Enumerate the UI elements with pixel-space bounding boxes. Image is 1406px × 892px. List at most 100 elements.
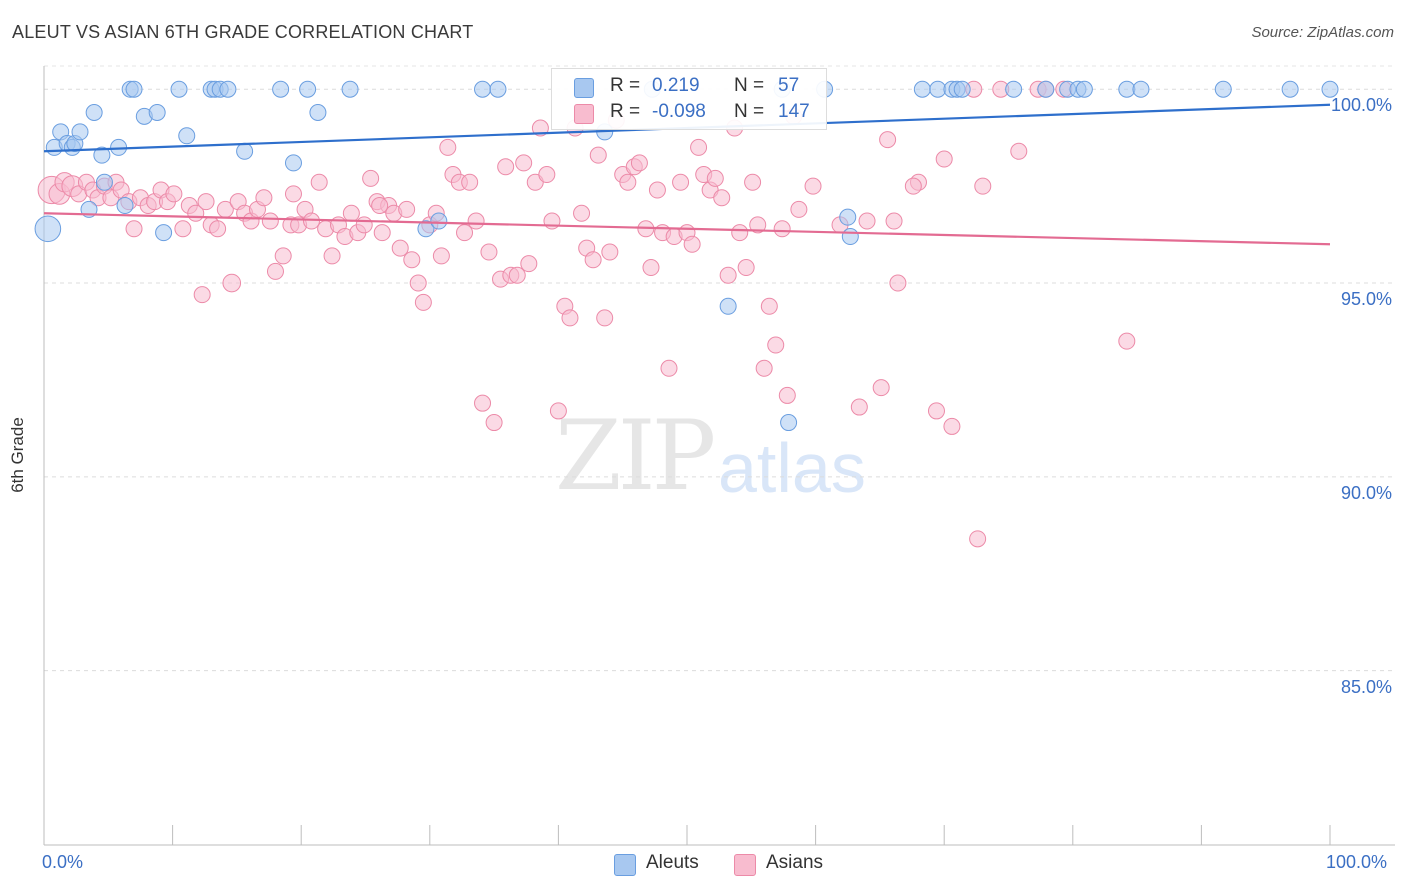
aleuts-point bbox=[284, 154, 302, 172]
asians-point bbox=[174, 220, 192, 238]
asians-point bbox=[731, 224, 749, 242]
asians-point bbox=[266, 262, 284, 280]
asians-point bbox=[850, 398, 868, 416]
asians-point bbox=[619, 173, 637, 191]
aleuts-point bbox=[341, 80, 359, 98]
legend-n-label: N = bbox=[734, 101, 765, 122]
asians-point bbox=[432, 247, 450, 265]
asians-point bbox=[648, 181, 666, 199]
asians-point bbox=[927, 402, 945, 420]
asians-point bbox=[885, 212, 903, 230]
aleuts-point bbox=[219, 80, 237, 98]
asians-point bbox=[596, 309, 614, 327]
x-tick-label-max: 100.0% bbox=[1326, 852, 1388, 872]
aleuts-point bbox=[1005, 80, 1023, 98]
asians-point bbox=[660, 359, 678, 377]
asians-point bbox=[515, 154, 533, 172]
aleuts-point bbox=[1321, 80, 1339, 98]
legend-swatch-aleuts bbox=[574, 78, 594, 98]
aleuts-point bbox=[34, 215, 62, 243]
aleuts-point bbox=[1037, 80, 1055, 98]
aleuts-point bbox=[125, 80, 143, 98]
asians-point bbox=[719, 266, 737, 284]
legend-r-value: -0.098 bbox=[652, 101, 706, 122]
asians-point bbox=[1010, 142, 1028, 160]
asians-point bbox=[222, 273, 242, 293]
asians-point bbox=[879, 131, 897, 149]
asians-point bbox=[969, 530, 987, 548]
asians-point bbox=[520, 255, 538, 273]
asians-point bbox=[125, 220, 143, 238]
asians-point bbox=[804, 177, 822, 195]
asians-point bbox=[549, 402, 567, 420]
asians-point bbox=[773, 220, 791, 238]
aleuts-point bbox=[85, 104, 103, 122]
aleuts-point bbox=[71, 123, 89, 141]
asians-point bbox=[193, 286, 211, 304]
asians-point bbox=[642, 259, 660, 277]
asians-point bbox=[480, 243, 498, 261]
asians-point bbox=[744, 173, 762, 191]
aleuts-point bbox=[299, 80, 317, 98]
asians-point bbox=[760, 297, 778, 315]
asians-point bbox=[409, 274, 427, 292]
asians-point bbox=[1118, 332, 1136, 350]
asians-point bbox=[461, 173, 479, 191]
asians-point bbox=[974, 177, 992, 195]
aleuts-point bbox=[839, 208, 857, 226]
bottom-legend-swatch-asians bbox=[734, 854, 756, 876]
aleuts-point bbox=[178, 127, 196, 145]
asians-point bbox=[755, 359, 773, 377]
aleuts-point bbox=[1075, 80, 1093, 98]
aleuts-point bbox=[116, 197, 134, 215]
asians-point bbox=[165, 185, 183, 203]
aleuts-point bbox=[474, 80, 492, 98]
aleuts-point bbox=[430, 212, 448, 230]
aleuts-point bbox=[1118, 80, 1136, 98]
aleuts-point bbox=[236, 142, 254, 160]
asians-point bbox=[371, 197, 389, 215]
aleuts-point bbox=[148, 104, 166, 122]
asians-point bbox=[274, 247, 292, 265]
asians-point bbox=[690, 138, 708, 156]
asians-point bbox=[672, 173, 690, 191]
bottom-legend-label-asians: Asians bbox=[766, 852, 824, 873]
aleuts-point bbox=[272, 80, 290, 98]
aleuts-point bbox=[309, 104, 327, 122]
aleuts-point bbox=[913, 80, 931, 98]
asians-trend-line bbox=[43, 212, 1331, 246]
asians-point bbox=[197, 193, 215, 211]
asians-point bbox=[323, 247, 341, 265]
asians-point bbox=[284, 185, 302, 203]
asians-point bbox=[508, 266, 526, 284]
bottom-legend-label-aleuts: Aleuts bbox=[646, 852, 699, 873]
asians-point bbox=[584, 251, 602, 269]
y-tick-label: 85.0% bbox=[1340, 676, 1392, 697]
source-label[interactable]: Source: ZipAtlas.com bbox=[1251, 24, 1394, 41]
aleuts-point bbox=[841, 228, 859, 246]
asians-point bbox=[209, 220, 227, 238]
watermark-zip: ZIP bbox=[555, 400, 716, 512]
asians-point bbox=[943, 417, 961, 435]
asians-point bbox=[255, 189, 273, 207]
legend-r-label: R = bbox=[610, 101, 641, 122]
y-tick-label: 90.0% bbox=[1340, 482, 1392, 503]
asians-point bbox=[630, 154, 648, 172]
asians-point bbox=[439, 138, 457, 156]
legend-swatch-asians bbox=[574, 104, 594, 124]
legend-n-value: 57 bbox=[778, 75, 800, 96]
y-tick-label: 100.0% bbox=[1330, 95, 1392, 116]
asians-point bbox=[456, 224, 474, 242]
aleuts-point bbox=[1214, 80, 1232, 98]
asians-point bbox=[561, 309, 579, 327]
data-points bbox=[34, 80, 1339, 548]
asians-point bbox=[683, 235, 701, 253]
asians-point bbox=[713, 189, 731, 207]
asians-point bbox=[391, 239, 409, 257]
asians-point bbox=[485, 414, 503, 432]
asians-point bbox=[904, 177, 922, 195]
asians-point bbox=[872, 379, 890, 397]
legend-r-label: R = bbox=[610, 75, 641, 96]
asians-point bbox=[935, 150, 953, 168]
